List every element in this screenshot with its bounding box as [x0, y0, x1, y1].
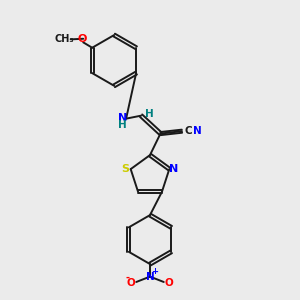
Text: N: N	[169, 164, 179, 174]
Text: CH₃: CH₃	[54, 34, 74, 44]
Text: O: O	[127, 278, 135, 289]
Text: H: H	[145, 109, 154, 119]
Text: S: S	[121, 164, 129, 174]
Text: H: H	[118, 120, 126, 130]
Text: C: C	[184, 126, 192, 136]
Text: +: +	[151, 267, 158, 276]
Text: N: N	[118, 113, 127, 123]
Text: N: N	[146, 272, 154, 282]
Text: N: N	[193, 126, 202, 136]
Text: -: -	[125, 273, 129, 283]
Text: O: O	[77, 34, 86, 44]
Text: O: O	[165, 278, 173, 289]
